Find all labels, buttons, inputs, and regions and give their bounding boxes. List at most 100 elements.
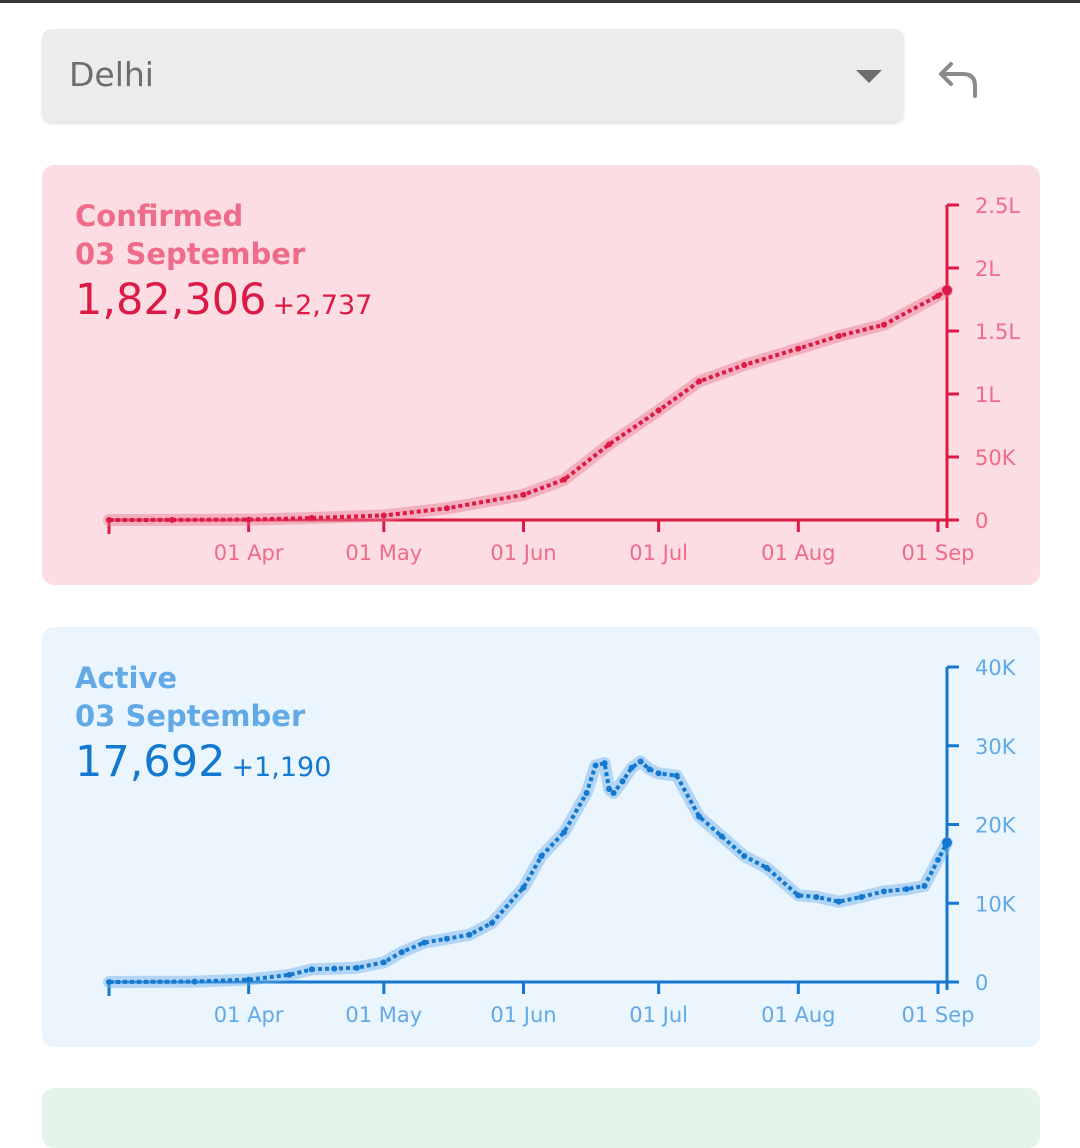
data-point [520,884,527,891]
active-total: 17,692 [75,737,226,787]
caret-down-icon [856,70,882,83]
data-point [380,959,387,966]
data-point [619,778,626,785]
data-point [655,407,662,414]
data-point [421,939,428,946]
data-point [655,770,662,777]
x-tick-label: 01 May [345,541,422,565]
x-tick-label: 01 Jul [629,541,688,565]
data-point [903,886,910,893]
data-point [561,476,568,483]
data-point [538,853,545,859]
data-point [880,888,887,895]
y-tick-label: 0 [975,971,988,995]
confirmed-delta: +2,737 [272,290,373,321]
data-point [921,882,928,889]
confirmed-total-row: 1,82,306 +2,737 [75,273,372,333]
data-point [169,516,176,523]
data-point [637,758,644,765]
region-select[interactable]: Delhi [42,29,904,122]
latest-point-marker [942,285,952,296]
data-point [466,931,473,938]
y-tick-label: 20K [975,814,1017,838]
x-tick-label: 01 Aug [761,541,835,565]
y-tick-label: 1.5L [975,320,1020,344]
active-total-row: 17,692 +1,190 [75,735,331,795]
data-point [592,762,599,769]
confirmed-card: Confirmed 03 September 1,82,306 +2,737 01… [42,165,1040,585]
series-halo [103,284,953,526]
y-tick-label: 10K [975,892,1017,916]
x-tick-label: 01 Apr [214,1003,284,1027]
data-point [601,760,608,767]
data-point [443,505,450,512]
active-card: Active 03 September 17,692 +1,190 01 Apr 0… [42,627,1040,1047]
x-tick-label: 01 Sep [901,1003,974,1027]
confirmed-date: 03 September [75,237,306,271]
active-title: Active [75,661,178,695]
data-point [813,893,820,900]
data-point [934,292,941,299]
y-tick-label: 2.5L [975,194,1020,218]
x-tick-label: 01 Jun [490,541,556,565]
region-select-value: Delhi [69,55,154,94]
confirmed-title: Confirmed [75,199,244,233]
top-edge-bar [0,0,1080,3]
undo-arrow-icon[interactable] [937,60,979,100]
data-point [835,333,842,340]
data-point [795,892,802,899]
data-point [106,516,112,523]
y-tick-label: 2L [975,257,1000,281]
data-point [106,979,112,985]
y-tick-label: 30K [975,735,1017,759]
data-point [741,853,748,859]
data-point [835,898,842,905]
data-point [696,378,703,385]
active-date: 03 September [75,699,306,733]
x-tick-label: 01 Aug [761,1003,835,1027]
data-point [610,790,617,796]
active-delta: +1,190 [231,752,332,783]
data-point [795,345,802,352]
y-tick-label: 1L [975,383,1000,407]
data-point [245,516,252,523]
data-point [583,790,590,796]
data-point [398,949,405,956]
data-point [380,512,387,519]
data-point [488,919,495,926]
data-point [606,441,613,448]
data-point [646,766,653,773]
x-tick-label: 01 Jul [629,1003,688,1027]
series-line [108,288,949,522]
data-point [606,786,613,793]
data-point [286,971,293,978]
y-tick-label: 40K [975,656,1017,680]
y-tick-label: 50K [975,446,1017,470]
x-tick-label: 01 Sep [901,541,974,565]
x-tick-label: 01 May [345,1003,422,1027]
data-point [353,964,360,971]
data-point [443,935,450,942]
y-tick-label: 0 [975,509,988,533]
next-card-partial [42,1088,1040,1148]
data-point [520,491,527,498]
data-point [561,829,568,836]
data-point [741,362,748,369]
data-point [673,772,680,779]
data-point [718,833,725,840]
data-point [308,514,315,521]
data-point [628,764,635,771]
x-tick-label: 01 Apr [214,541,284,565]
data-point [245,976,252,983]
latest-point-marker [942,837,952,848]
data-point [191,978,198,985]
confirmed-total: 1,82,306 [75,275,267,325]
data-point [934,856,941,863]
data-point [331,965,338,972]
data-point [763,864,770,871]
series-line [108,759,949,984]
series-halo [103,755,953,988]
data-point [880,321,887,328]
